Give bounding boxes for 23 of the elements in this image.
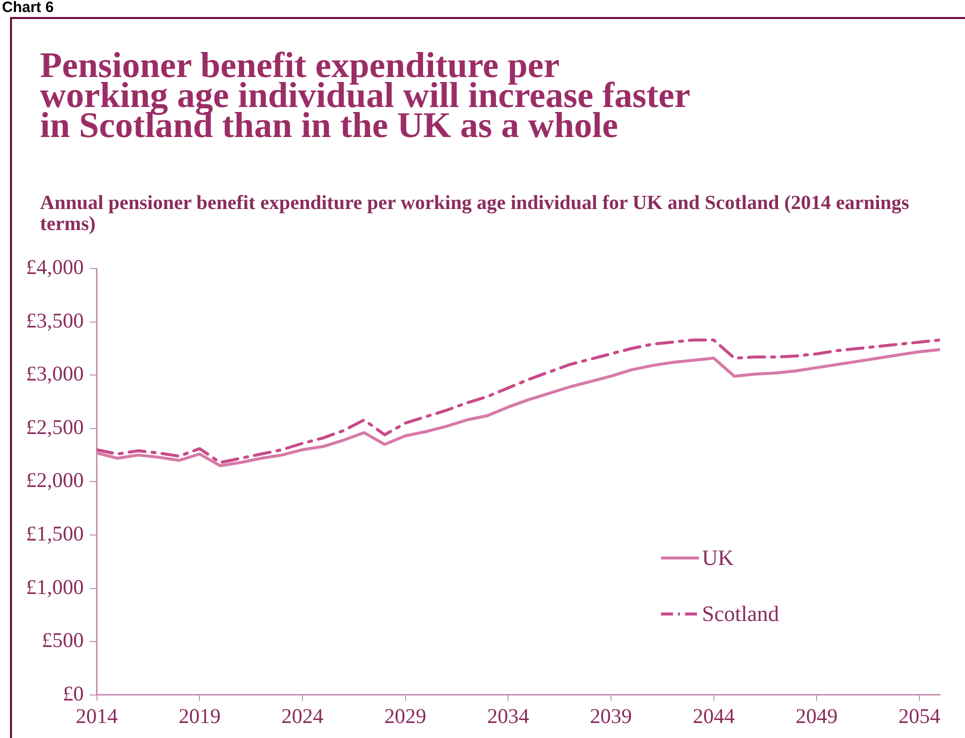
x-tick-label: 2034 (487, 704, 530, 728)
y-tick-label: £500 (42, 628, 84, 652)
x-tick-label: 2039 (590, 704, 632, 728)
x-tick-label: 2054 (898, 704, 941, 728)
y-tick-label: £1,000 (26, 574, 84, 599)
legend-label: Scotland (702, 600, 779, 627)
x-tick-label: 2024 (281, 704, 324, 728)
x-tick-label: 2019 (178, 704, 221, 728)
y-tick-label: £0 (62, 681, 84, 706)
chart-title: Pensioner benefit expenditure per working age individual will increase faster in Scotland than in the UK as a whole (40, 45, 690, 145)
y-tick-label: £4,000 (26, 255, 84, 280)
x-tick-label: 2049 (796, 704, 838, 728)
y-tick-label: £3,000 (26, 362, 84, 386)
x-tick-label: 2029 (384, 704, 426, 728)
y-tick-label: £2,000 (26, 468, 84, 492)
x-tick-label: 2014 (76, 704, 118, 728)
caption: Chart 6 (2, 0, 54, 16)
chart-subtitle: Annual pensioner benefit expenditure per working age individual for UK and Scotland (2014 earnings terms) (40, 192, 910, 235)
y-tick-label: £2,500 (26, 414, 84, 439)
y-tick-label: £3,500 (26, 308, 84, 332)
legend-label: UK (702, 544, 734, 571)
y-tick-label: £1,500 (26, 521, 84, 546)
x-tick-label: 2044 (692, 704, 736, 728)
